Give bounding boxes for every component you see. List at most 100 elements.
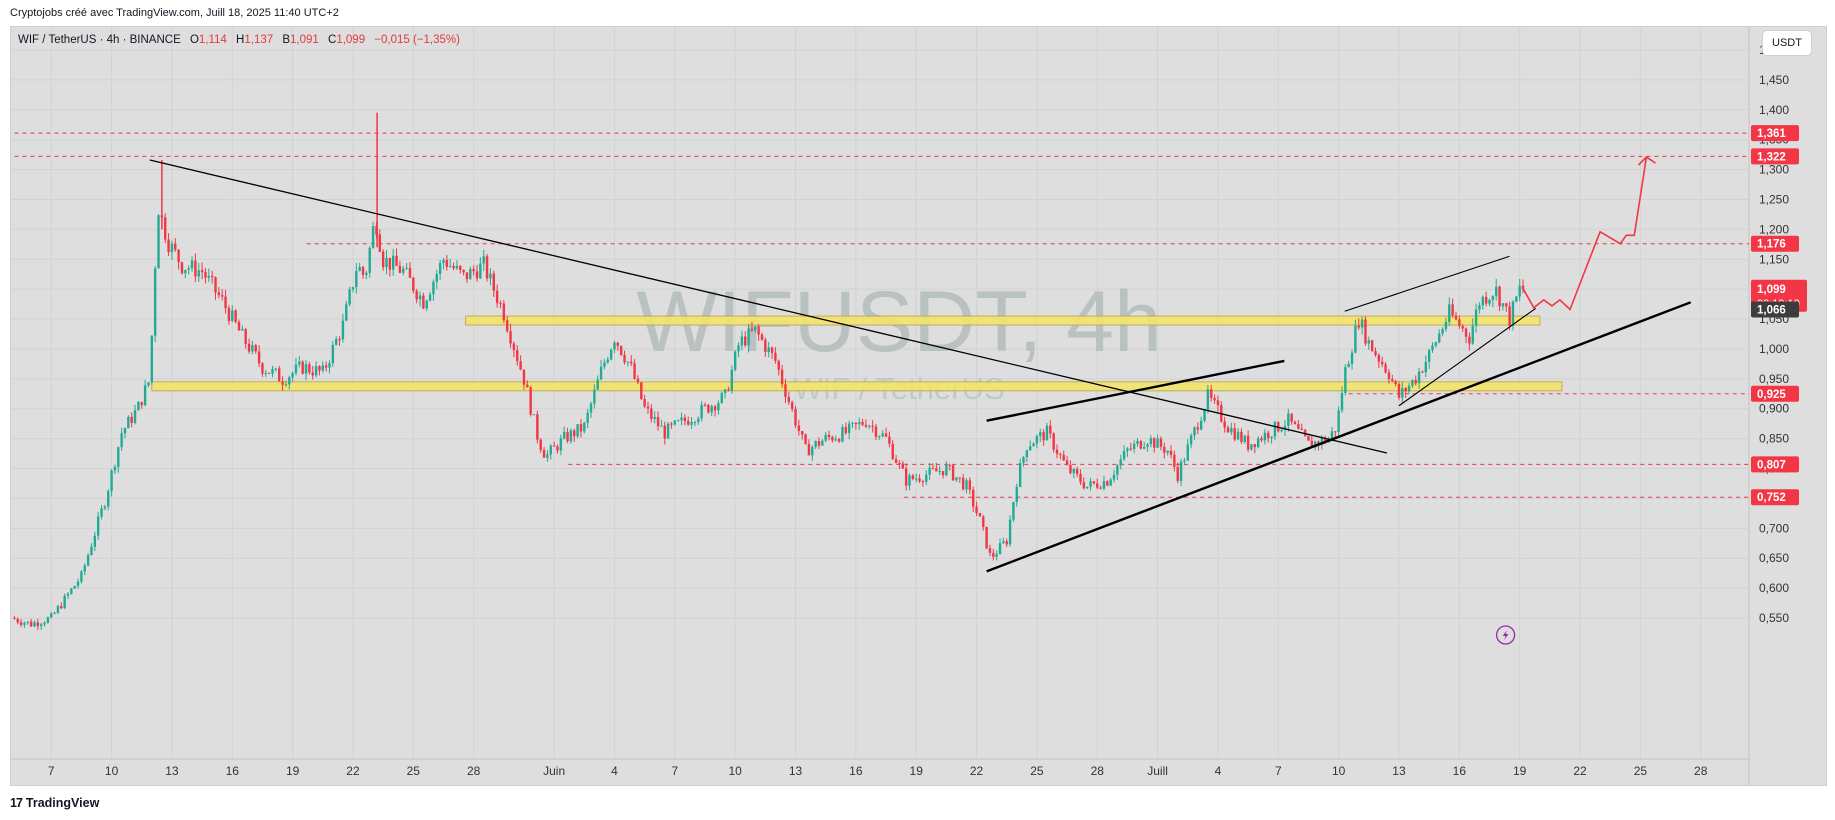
candle-body: [1474, 309, 1478, 326]
top-bar: Cryptojobs créé avec TradingView.com, Ju…: [0, 0, 1835, 26]
candle-body: [1320, 437, 1324, 445]
candle-body: [485, 256, 489, 279]
candle-body: [355, 271, 358, 288]
candle-body: [66, 593, 70, 596]
candle-body: [1280, 429, 1283, 432]
candle-body: [928, 467, 931, 475]
candle-body: [1059, 453, 1062, 455]
candle-body: [1089, 481, 1092, 487]
price-label-0925-bg: [1751, 385, 1799, 402]
candle-body: [1495, 286, 1498, 297]
candle-body: [1297, 424, 1300, 429]
candle-body: [1243, 435, 1246, 443]
candle-body: [210, 275, 214, 278]
candle-body: [723, 389, 727, 394]
candle-body: [1002, 541, 1005, 544]
candle-body: [754, 326, 757, 331]
candle-body: [23, 622, 26, 625]
candle-body: [713, 406, 717, 411]
candle-body: [821, 440, 824, 446]
time-scale-background: [11, 759, 1749, 785]
candle-body: [1022, 457, 1025, 464]
y-tick-label: 1,300: [1759, 163, 1789, 177]
candle-body: [837, 439, 841, 442]
candle-body: [573, 430, 576, 437]
candle-body: [673, 420, 677, 425]
candle-body: [1075, 469, 1079, 475]
candle-body: [1122, 451, 1126, 460]
candle-body: [1045, 425, 1049, 441]
candle-body: [428, 294, 432, 301]
candle-body: [777, 360, 780, 370]
candle-body: [623, 354, 626, 363]
candle-body: [127, 416, 130, 429]
candle-body: [338, 339, 341, 341]
footer: [0, 788, 1835, 820]
candle-body: [710, 406, 713, 413]
candle-body: [1012, 502, 1015, 520]
candle-body: [1354, 325, 1357, 353]
candle-body: [1387, 372, 1391, 380]
x-tick-label: 25: [1634, 764, 1648, 778]
candle-body: [368, 247, 371, 273]
candle-body: [46, 617, 50, 623]
candle-body: [197, 270, 200, 277]
candle-body: [361, 267, 365, 275]
candle-body: [881, 433, 884, 437]
candle-body: [1337, 410, 1340, 433]
candle-body: [519, 361, 522, 370]
candle-body: [1049, 425, 1052, 434]
y-tick-label: 1,450: [1759, 73, 1789, 87]
candle-body: [596, 379, 599, 390]
candle-body: [93, 535, 97, 547]
candle-body: [231, 310, 234, 322]
candle-body: [918, 478, 921, 482]
chart-area[interactable]: 0,5500,6000,6500,7000,7500,8000,8500,900…: [10, 26, 1827, 786]
candle-body: [747, 328, 750, 346]
candle-body: [1240, 431, 1243, 443]
candle-body: [941, 471, 945, 476]
candle-body: [858, 422, 861, 425]
currency-button[interactable]: USDT: [1762, 30, 1812, 56]
candle-body: [1153, 438, 1156, 448]
candle-body: [489, 273, 492, 279]
candle-body: [217, 292, 221, 296]
candle-body: [328, 363, 331, 368]
candle-body: [693, 422, 697, 424]
candle-body: [532, 414, 536, 416]
candle-body: [140, 402, 143, 406]
candle-body: [63, 595, 66, 609]
price-label-0807-bg: [1751, 456, 1799, 473]
candle-body: [1052, 433, 1055, 450]
candle-body: [495, 290, 499, 304]
candle-body: [442, 259, 445, 263]
candle-body: [1042, 432, 1045, 441]
candle-body: [345, 304, 348, 321]
candle-body: [968, 480, 972, 490]
price-chart[interactable]: 0,5500,6000,6500,7000,7500,8000,8500,900…: [11, 27, 1826, 785]
candle-body: [854, 422, 858, 425]
candle-body: [1129, 448, 1132, 450]
price-label-0752: 0,752: [1757, 492, 1786, 504]
candle-body: [1260, 438, 1263, 441]
candle-body: [1156, 438, 1159, 448]
candle-body: [1444, 321, 1448, 330]
tradingview-logo[interactable]: 17 TradingView: [10, 796, 99, 810]
symbol-label[interactable]: WIF / TetherUS · 4h · BINANCE: [18, 34, 181, 46]
candle-body: [1471, 325, 1474, 344]
candle-body: [630, 361, 633, 364]
candle-body: [868, 425, 871, 427]
candle-body: [915, 478, 918, 480]
candle-body: [408, 267, 412, 278]
candle-body: [221, 295, 224, 297]
candle-body: [1250, 444, 1253, 450]
y-tick-label: 0,850: [1759, 432, 1789, 446]
candle-body: [1421, 371, 1424, 373]
candle-body: [1015, 486, 1018, 503]
candle-body: [891, 443, 894, 460]
candle-body: [925, 474, 928, 482]
candle-body: [904, 468, 908, 486]
candle-body: [690, 422, 693, 425]
y-tick-label: 0,550: [1759, 611, 1789, 625]
candle-body: [257, 351, 261, 364]
